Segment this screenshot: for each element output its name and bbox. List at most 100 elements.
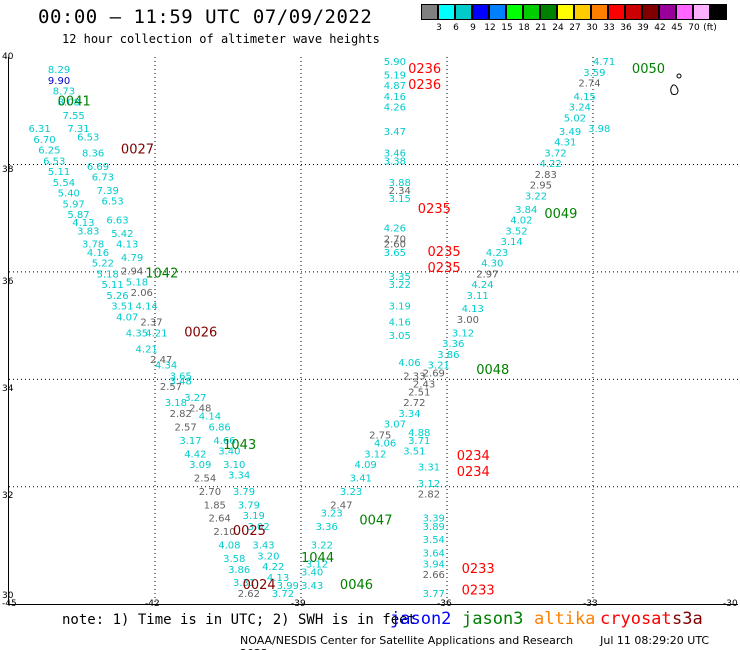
wave-height-label: 4.06 <box>374 439 396 450</box>
wave-height-label: 3.40 <box>301 567 323 578</box>
footer-credit: NOAA/NESDIS Center for Satellite Applica… <box>240 634 740 650</box>
wave-height-label: 3.59 <box>583 68 605 79</box>
wave-height-label: 4.30 <box>481 259 503 270</box>
wave-height-label: 3.84 <box>515 205 537 216</box>
credit-text: NOAA/NESDIS Center for Satellite Applica… <box>240 634 574 647</box>
x-tick-label: -39 <box>291 599 306 609</box>
x-tick-label: -33 <box>583 599 598 609</box>
footer-note: note: 1) Time is in UTC; 2) SWH is in fe… <box>62 612 417 628</box>
wave-height-label: 3.79 <box>233 487 255 498</box>
wave-height-label: 5.90 <box>384 57 406 68</box>
wave-height-label: 3.43 <box>252 541 274 552</box>
wave-height-label: 5.22 <box>92 259 114 270</box>
wave-height-label: 3.51 <box>111 302 133 313</box>
wave-height-label: 2.37 <box>140 318 162 329</box>
wave-height-label: 3.65 <box>170 371 192 382</box>
wave-height-label: 4.14 <box>199 412 221 423</box>
y-tick-label: 40 <box>2 52 14 62</box>
wave-height-label: 2.94 <box>121 267 143 278</box>
wave-height-label: 3.00 <box>457 315 479 326</box>
wave-height-label: 3.19 <box>389 302 411 313</box>
wave-height-label: 3.36 <box>316 522 338 533</box>
scale-label: 21 <box>535 23 547 33</box>
satellite-label-s3a: s3a <box>672 609 703 629</box>
wave-height-label: 4.87 <box>384 81 406 92</box>
wave-height-label: 3.46 <box>384 148 406 159</box>
wave-height-label: 1.85 <box>204 500 226 511</box>
wave-height-label: 3.07 <box>384 420 406 431</box>
wave-height-label: 4.15 <box>574 92 596 103</box>
wave-height-label: 3.54 <box>423 535 445 546</box>
pass-time-label: 0027 <box>121 143 154 158</box>
pass-time-label: 0236 <box>408 78 441 93</box>
wave-height-label: 4.13 <box>462 304 484 315</box>
wave-height-label: 3.36 <box>442 339 464 350</box>
wave-height-label: 3.35 <box>389 272 411 283</box>
scale-swatch <box>557 4 574 20</box>
scale-swatch <box>693 4 710 20</box>
wave-height-label: 4.07 <box>116 312 138 323</box>
wave-height-label: 4.79 <box>121 253 143 264</box>
wave-height-label: 4.16 <box>384 92 406 103</box>
scale-label: 36 <box>620 23 632 33</box>
wave-height-label: 2.47 <box>150 355 172 366</box>
wave-height-label: 6.53 <box>77 132 99 143</box>
wave-height-label: 3.83 <box>77 226 99 237</box>
wave-height-label: 5.40 <box>58 189 80 200</box>
scale-swatch <box>438 4 455 20</box>
wave-height-label: 3.22 <box>311 541 333 552</box>
wave-height-label: 3.79 <box>238 500 260 511</box>
wave-height-label: 2.69 <box>423 369 445 380</box>
island-outline <box>676 73 682 79</box>
wave-height-label: 8.08 <box>58 97 80 108</box>
y-tick-label: 36 <box>2 277 14 287</box>
wave-height-label: 4.26 <box>384 224 406 235</box>
wave-height-label: 3.27 <box>184 393 206 404</box>
wave-height-label: 2.34 <box>389 186 411 197</box>
wave-height-label: 3.22 <box>389 280 411 291</box>
wave-height-label: 3.86 <box>228 565 250 576</box>
wave-height-label: 2.95 <box>530 181 552 192</box>
wave-height-label: 3.88 <box>389 178 411 189</box>
pass-time-label: 0233 <box>462 562 495 577</box>
wave-height-label: 4.02 <box>510 216 532 227</box>
satellite-label-jason2: jason2 <box>390 609 452 629</box>
scale-swatch <box>710 4 727 20</box>
wave-height-label: 3.34 <box>398 409 420 420</box>
y-tick-label: 32 <box>2 491 14 501</box>
scale-swatch <box>489 4 506 20</box>
island-outline <box>670 84 679 95</box>
wave-height-label: 3.39 <box>423 514 445 525</box>
scale-swatch <box>421 4 438 20</box>
scale-label: 15 <box>501 23 513 33</box>
wave-height-label: 3.12 <box>452 328 474 339</box>
wave-height-label: 9.90 <box>48 76 70 87</box>
scale-label: 24 <box>552 23 564 33</box>
wave-height-label: 5.87 <box>67 210 89 221</box>
x-tick-label: -30 <box>723 599 738 609</box>
wave-height-label: 3.40 <box>218 447 240 458</box>
wave-height-label: 4.22 <box>262 562 284 573</box>
y-tick-label: 34 <box>2 384 14 394</box>
pass-time-label: 1043 <box>223 438 256 453</box>
wave-height-label: 3.12 <box>306 559 328 570</box>
pass-time-label: 0046 <box>340 578 373 593</box>
satellite-label-altika: altika <box>534 609 596 629</box>
wave-height-label: 3.98 <box>588 124 610 135</box>
pass-time-label: 0235 <box>428 245 461 260</box>
pass-time-label: 0234 <box>457 465 490 480</box>
wave-height-label: 4.21 <box>145 328 167 339</box>
y-tick-label: 30 <box>2 591 14 601</box>
wave-height-label: 2.70 <box>384 234 406 245</box>
wave-height-label: 4.08 <box>218 541 240 552</box>
wave-height-label: 3.65 <box>384 248 406 259</box>
wave-height-label: 4.35 <box>126 328 148 339</box>
wave-height-label: 3.31 <box>233 578 255 589</box>
wave-height-label: 3.12 <box>418 479 440 490</box>
map-plot-area[interactable]: 8.29 9.90 8.73 8.08 7.55 7.31 6.31 6.70 6.53 6.25… <box>8 36 739 605</box>
pass-time-label: 0049 <box>544 207 577 222</box>
wave-height-label: 3.72 <box>544 148 566 159</box>
wave-height-label: 3.24 <box>569 103 591 114</box>
wave-height-label: 4.06 <box>398 358 420 369</box>
wave-height-label: 2.62 <box>238 589 260 600</box>
